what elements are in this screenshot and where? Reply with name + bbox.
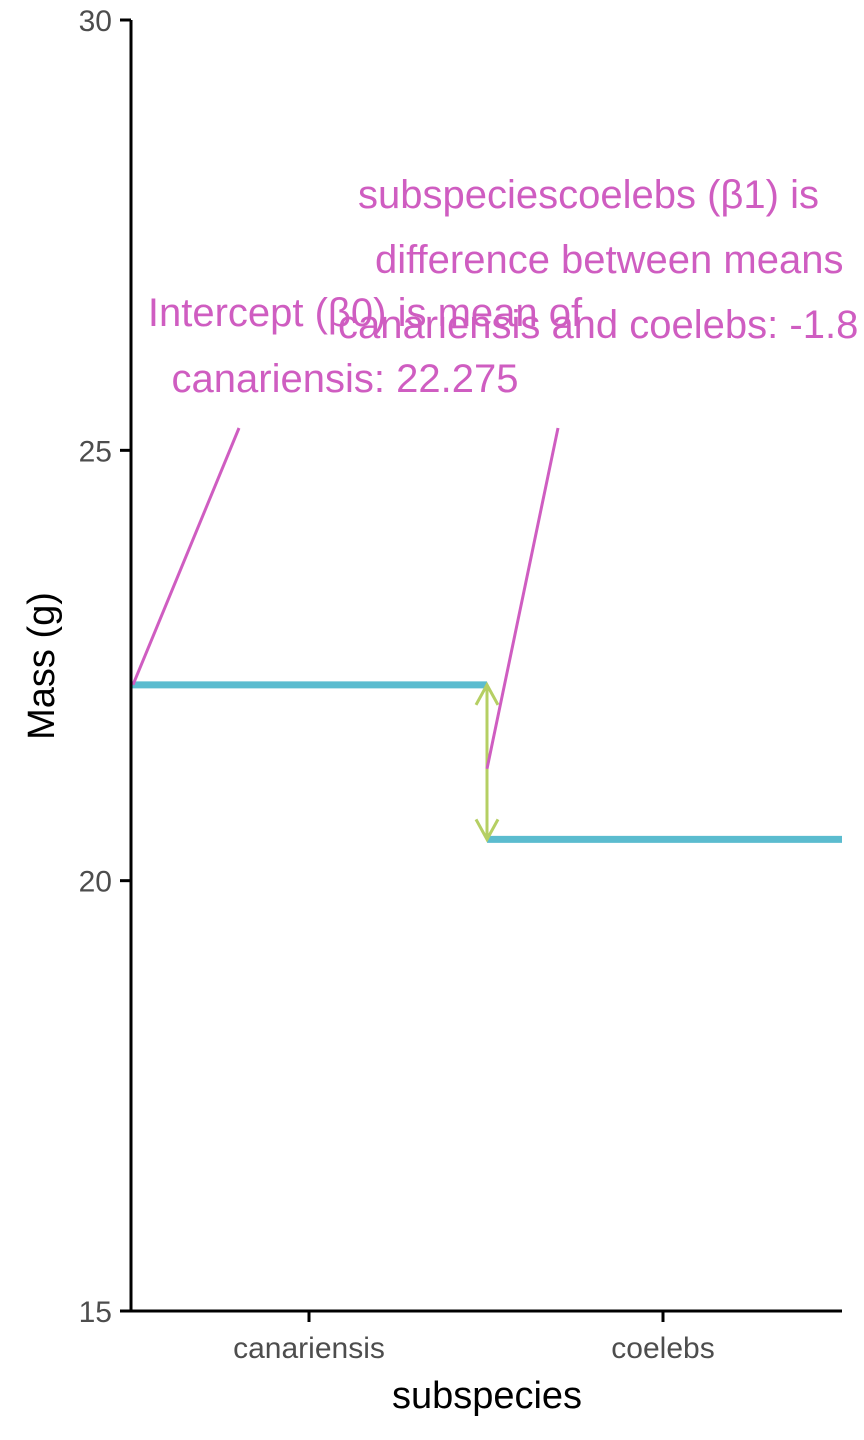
intercept-annotation-line-1: Intercept (β0) is mean of xyxy=(148,291,583,335)
y-tick-label: 25 xyxy=(79,435,112,468)
slope-annotation-line-1: subspeciescoelebs (β1) is xyxy=(358,173,819,217)
intercept-annotation: Intercept (β0) is mean of canariensis: 2… xyxy=(148,291,583,401)
y-axis-ticks: 15 20 25 30 xyxy=(79,5,131,1329)
x-axis-title: subspecies xyxy=(392,1375,582,1417)
slope-annotation-line-3: canariensis and coelebs: -1.8 xyxy=(338,303,858,347)
difference-arrow-head-top xyxy=(474,681,500,706)
y-tick-label: 15 xyxy=(79,1296,112,1329)
slope-leader-line xyxy=(485,427,560,770)
slope-annotation: subspeciescoelebs (β1) is difference bet… xyxy=(338,173,858,347)
intercept-leader-line xyxy=(131,427,241,686)
y-tick-label: 30 xyxy=(79,5,112,38)
x-axis-ticks: canariensis coelebs xyxy=(233,1311,715,1365)
slope-annotation-line-2: difference between means xyxy=(375,238,843,282)
x-tick-label: canariensis xyxy=(233,1332,385,1365)
x-tick-label: coelebs xyxy=(611,1332,714,1365)
intercept-annotation-line-2: canariensis: 22.275 xyxy=(172,357,519,401)
y-axis-title: Mass (g) xyxy=(21,592,63,740)
mean-lines xyxy=(131,681,842,843)
y-tick-label: 20 xyxy=(79,866,112,899)
difference-arrow-head-bottom xyxy=(474,818,500,843)
